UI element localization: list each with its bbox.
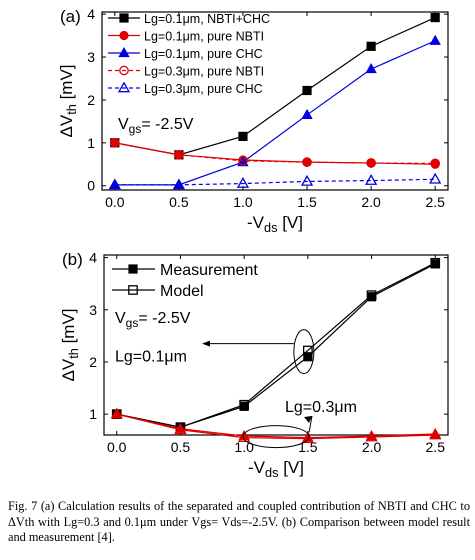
data-point [303,352,313,362]
data-point [365,174,378,185]
x-tick-label: 0.0 [107,439,127,455]
legend-entry: Lg=0.3μm, pure NBTI [144,65,264,79]
data-point [429,172,442,184]
series-line [114,40,436,186]
legend-marker [119,65,129,76]
series-line [116,262,436,428]
data-point [238,131,248,141]
lg-03-label: Lg=0.3μm [285,399,357,416]
legend-marker [119,13,129,23]
data-point [236,177,250,188]
data-point [109,137,120,148]
data-point [430,257,441,268]
data-point [300,174,314,186]
legend-entry: Lg=0.1μm, pure NBTI [144,30,264,44]
figure: 0.0 0.5 1.0 1.5 2.0 2.5 0 1 2 3 4 -Vds [V] ΔVth [mV]… [57,6,449,480]
legend-marker [118,46,130,58]
data-point [174,149,184,160]
series-line [116,413,436,440]
legend-entry: Measurement [160,262,258,279]
callout-arrow [308,415,313,433]
data-point [366,41,376,51]
legend-entry: Lg=0.3μm, pure CHC [144,82,263,96]
figure-caption: Fig. 7 (a) Calculation results of the se… [8,499,470,545]
data-point [365,430,378,442]
data-point [109,178,121,189]
vgs-annotation: Vgs= -2.5V [118,116,194,136]
legend-marker [128,264,138,274]
y-tick-label: 0 [87,178,95,194]
data-point [172,178,185,190]
chart-a: 0.0 0.5 1.0 1.5 2.0 2.5 0 1 2 3 4 -Vds [V] ΔVth [mV]… [57,6,449,235]
legend-marker [119,30,129,41]
legend-marker [117,81,131,93]
y-tick-label: 1 [89,406,97,422]
data-point [430,12,440,23]
data-point [430,158,441,169]
x-tick-label: 0.5 [169,194,189,210]
panel-label: (a) [60,7,81,26]
data-point [238,431,251,442]
data-point [110,407,123,419]
x-axis-label: -Vds [V] [247,213,303,235]
series-line [114,142,436,165]
data-point [301,432,314,444]
legend-entry: Lg=0.1μm, pure CHC [144,47,263,61]
data-point [429,428,442,440]
y-tick-label: 3 [87,49,95,65]
y-tick-label: 4 [87,6,95,22]
legend-entry: Model [160,283,204,300]
y-tick-label: 3 [89,302,97,318]
x-tick-label: 1.0 [233,194,253,210]
y-tick-label: 2 [87,92,95,108]
data-point [108,178,121,190]
x-tick-label: 2.5 [425,194,445,210]
data-point [174,423,187,435]
y-tick-label: 4 [89,250,97,266]
callout-ellipse [242,425,310,449]
legend-entry: Lg=0.1μm, NBTI+CHC [144,12,270,26]
legend-marker [128,285,138,295]
data-point [239,399,249,410]
data-point [365,63,377,74]
y-tick-label: 2 [89,354,97,370]
lg-01-label: Lg=0.1μm [115,349,187,366]
x-tick-label: 2.0 [362,439,382,455]
arrowhead [304,416,312,423]
callout-ellipse [293,329,315,375]
data-point [303,345,313,356]
data-point [429,34,441,45]
arrowhead [202,340,210,347]
x-axis-label: -Vds [V] [248,458,304,480]
data-point [238,155,248,166]
data-point [366,290,377,301]
y-axis-label: ΔVth [mV] [59,308,81,381]
x-tick-label: 2.5 [426,439,446,455]
plot-frame [101,11,449,191]
y-tick-label: 1 [87,135,95,151]
legend-a: Lg=0.1μm, NBTI+CHC Lg=0.1μm, pure NBTI Lg=… [108,12,270,96]
data-point [302,85,312,96]
x-tick-label: 0.5 [171,439,191,455]
x-tick-label: 1.5 [297,194,317,210]
panel-label: (b) [62,250,83,269]
series-line [114,178,436,186]
x-tick-label: 0.0 [105,194,125,210]
vgs-annotation: Vgs= -2.5V [115,310,191,330]
legend-b: Measurement Model [112,262,258,300]
data-point [301,108,313,120]
x-tick-label: 2.0 [361,194,381,210]
data-point [366,158,376,168]
series-line [116,413,436,439]
data-point [302,157,312,167]
plot-frame [103,254,449,436]
y-axis-label: ΔVth [mV] [57,64,79,137]
